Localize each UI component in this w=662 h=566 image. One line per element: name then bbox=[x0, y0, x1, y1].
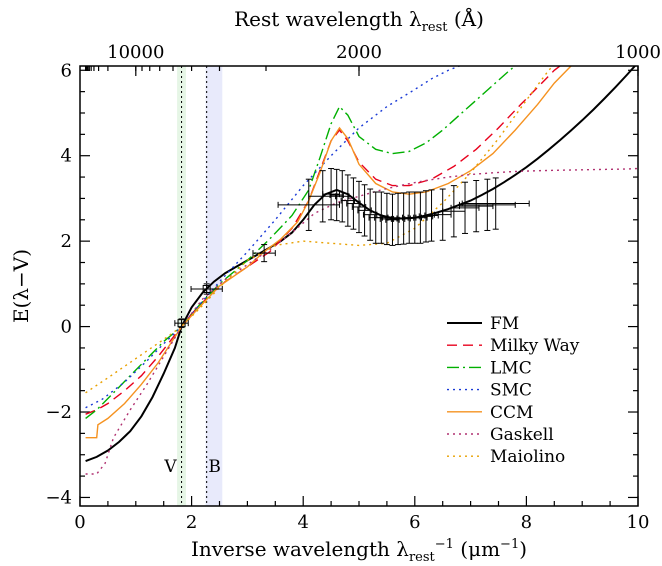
legend-item-ccm: CCM bbox=[447, 403, 533, 423]
series-lmc bbox=[85, 66, 517, 419]
x-tick-label: 0 bbox=[74, 512, 85, 533]
axis-ticks bbox=[79, 66, 639, 506]
x-tick-label: 6 bbox=[409, 512, 420, 533]
x-tick-label: 2 bbox=[186, 512, 197, 533]
x-tick-label: 8 bbox=[521, 512, 532, 533]
top-tick-label: 10000 bbox=[107, 42, 164, 63]
x-axis-title: Inverse wavelength λrest−1 (μm−1) bbox=[191, 537, 527, 565]
y-tick-label: −4 bbox=[45, 487, 72, 508]
observed-data-points bbox=[174, 168, 530, 328]
top-axis-title: Rest wavelength λrest (Å) bbox=[234, 6, 484, 35]
legend-label: FM bbox=[490, 314, 519, 334]
data-point bbox=[433, 188, 452, 241]
data-point bbox=[458, 179, 494, 233]
tick-labels: V B 0 2 4 6 8 10 −4 −2 0 2 4 6 10000 2000 1000 bbox=[45, 42, 660, 533]
y-tick-label: 2 bbox=[61, 231, 72, 252]
y-axis-title: E(λ−V) bbox=[9, 249, 33, 323]
data-point bbox=[450, 181, 480, 234]
data-point bbox=[252, 244, 276, 263]
data-point bbox=[357, 184, 372, 237]
y-tick-label: −2 bbox=[45, 402, 72, 423]
series-fm bbox=[85, 66, 637, 463]
data-point bbox=[335, 170, 350, 223]
legend-label: Maiolino bbox=[490, 447, 565, 467]
data-point bbox=[385, 193, 400, 246]
filter-bands bbox=[177, 66, 223, 506]
legend-item-maiolino: Maiolino bbox=[447, 447, 565, 467]
band-label-v: V bbox=[163, 457, 177, 477]
x-tick-label: 4 bbox=[297, 512, 308, 533]
legend-label: Milky Way bbox=[490, 336, 580, 356]
plot-frame bbox=[79, 65, 639, 507]
series-maiolino bbox=[85, 66, 554, 394]
data-point bbox=[424, 189, 439, 242]
legend-label: Gaskell bbox=[490, 425, 554, 445]
series-gaskell bbox=[85, 167, 638, 475]
series-layer bbox=[85, 66, 638, 475]
top-tick-label: 1000 bbox=[615, 42, 661, 63]
legend-item-milky-way: Milky Way bbox=[447, 336, 580, 356]
x-tick-label: 10 bbox=[627, 512, 650, 533]
data-point bbox=[277, 178, 340, 231]
top-tick-label: 2000 bbox=[336, 42, 382, 63]
data-point bbox=[418, 190, 434, 243]
legend-item-fm: FM bbox=[447, 314, 519, 334]
legend-item-lmc: LMC bbox=[447, 358, 532, 378]
data-point bbox=[458, 178, 516, 231]
y-tick-label: 4 bbox=[61, 146, 72, 167]
data-point bbox=[190, 283, 223, 295]
legend-label: LMC bbox=[490, 358, 532, 378]
legend-item-smc: SMC bbox=[447, 381, 532, 401]
legend-label: SMC bbox=[490, 381, 532, 401]
data-point bbox=[174, 318, 189, 328]
y-tick-label: 6 bbox=[61, 60, 72, 81]
data-point bbox=[346, 177, 361, 230]
band-label-b: B bbox=[208, 457, 221, 477]
data-point bbox=[329, 168, 344, 222]
series-ccm bbox=[85, 66, 572, 439]
data-point bbox=[461, 177, 530, 230]
data-point bbox=[351, 180, 367, 234]
legend-label: CCM bbox=[490, 403, 533, 423]
y-tick-label: 0 bbox=[61, 317, 72, 338]
legend-item-gaskell: Gaskell bbox=[447, 425, 554, 445]
band-b-shade bbox=[205, 66, 223, 506]
data-point bbox=[340, 174, 356, 227]
data-point bbox=[442, 185, 466, 238]
series-smc bbox=[85, 66, 462, 409]
